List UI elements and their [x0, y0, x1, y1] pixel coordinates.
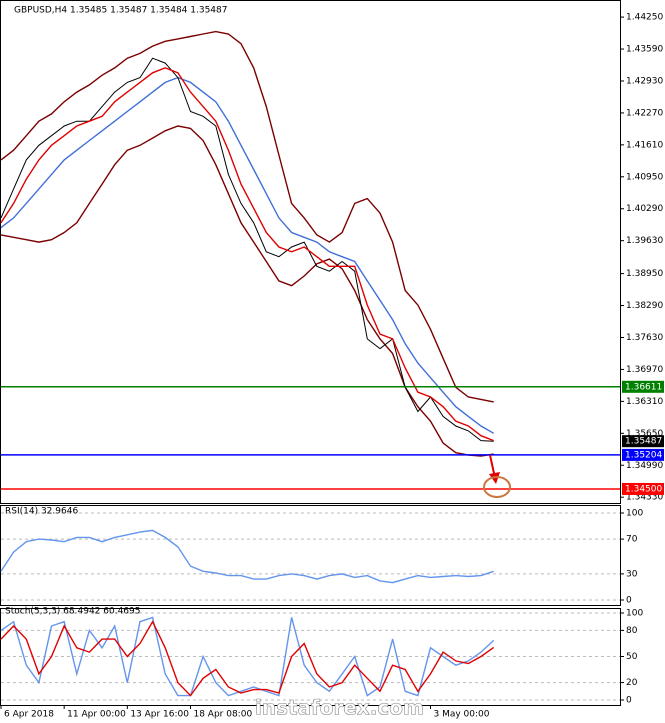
y-tick-label: 1.42930 — [626, 76, 663, 86]
y-tick-label: 20 — [626, 678, 638, 688]
watermark: instaforex.com — [255, 696, 424, 720]
y-tick-label: 1.34330 — [626, 493, 663, 503]
x-tick-label: 11 Apr 00:00 — [67, 710, 126, 720]
series-line — [0, 76, 495, 434]
rsi-panel — [0, 505, 621, 606]
y-tick-label: 1.39630 — [626, 236, 663, 246]
level-box — [622, 482, 664, 495]
y-tick-label: 1.41610 — [626, 140, 663, 150]
x-tick-label: 6 Apr 2018 — [4, 710, 54, 720]
y-tick-label: 100 — [626, 509, 643, 519]
y-tick-label: 70 — [626, 535, 638, 545]
x-tick-label: 18 Apr 08:00 — [193, 710, 252, 720]
y-tick-label: 0 — [626, 696, 632, 706]
y-tick-label: 1.36970 — [626, 365, 663, 375]
y-tick-label: 1.40950 — [626, 172, 663, 182]
series-line — [0, 57, 494, 442]
y-tick-label: 0 — [626, 596, 632, 606]
level-box — [622, 448, 664, 461]
y-tick-label: 1.42270 — [626, 108, 663, 118]
y-tick-label: 80 — [626, 626, 638, 636]
series-line — [0, 529, 494, 584]
level-box — [622, 380, 664, 393]
y-tick-label: 1.37630 — [626, 333, 663, 343]
panel-title: RSI(14) 32.9646 — [5, 507, 78, 517]
price-panel — [0, 0, 621, 504]
series-line — [0, 125, 494, 457]
level-label: 1.35487 — [625, 437, 662, 447]
y-tick-label: 1.34990 — [626, 461, 663, 471]
level-box — [622, 435, 664, 448]
series-line — [0, 616, 495, 697]
level-label: 1.36611 — [625, 382, 662, 392]
y-tick-label: 1.38290 — [626, 301, 663, 311]
panel-title: Stoch(5,3,3) 68.4942 60.4695 — [5, 607, 140, 617]
series-line — [0, 620, 495, 697]
series-line — [0, 67, 494, 442]
x-tick-label: 13 Apr 16:00 — [130, 710, 189, 720]
y-tick-label: 1.35650 — [626, 429, 663, 439]
y-tick-label: 1.43590 — [626, 45, 663, 55]
panel-title: GBPUSD,H4 1.35485 1.35487 1.35484 1.3548… — [14, 6, 227, 16]
level-label: 1.35204 — [625, 450, 662, 460]
y-tick-label: 1.38950 — [626, 269, 663, 279]
y-tick-label: 1.44250 — [626, 13, 663, 23]
y-tick-label: 30 — [626, 569, 638, 579]
series-line — [0, 30, 494, 403]
y-tick-label: 1.36310 — [626, 397, 663, 407]
y-tick-label: 100 — [626, 609, 643, 619]
y-tick-label: 50 — [626, 652, 638, 662]
x-tick-label: 3 May 00:00 — [434, 710, 490, 720]
level-label: 1.34500 — [625, 484, 662, 494]
target-circle — [483, 476, 511, 498]
y-tick-label: 1.40290 — [626, 204, 663, 214]
